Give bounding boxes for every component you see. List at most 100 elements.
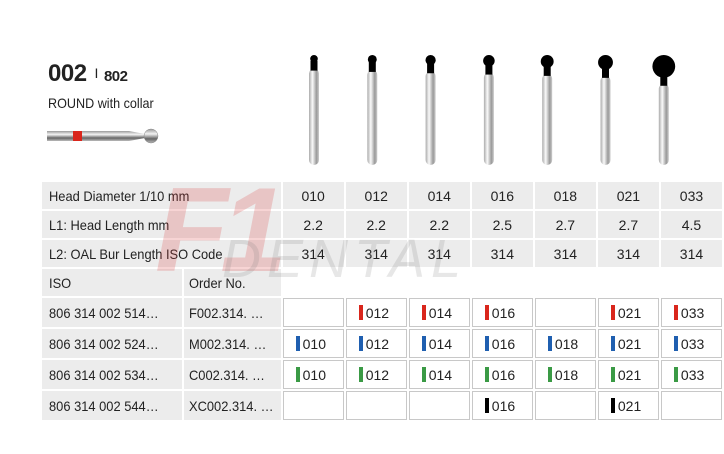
spec-value: 314: [660, 240, 722, 267]
size-code: 010: [302, 366, 326, 383]
spec-value: 2.2: [345, 211, 407, 238]
spec-value: 018: [534, 182, 596, 209]
spec-value: 2.2: [282, 211, 344, 238]
order-number: F002.314. …: [183, 298, 281, 327]
order-size-cell[interactable]: 021: [597, 329, 659, 358]
spec-label: L2: OAL Bur Length ISO Code: [42, 240, 281, 267]
order-size-cell[interactable]: 021: [597, 360, 659, 389]
size-code: 010: [302, 335, 326, 352]
order-row: 806 314 002 514… F002.314. … 012 014 016 021 0…: [42, 298, 722, 327]
spec-value: 314: [345, 240, 407, 267]
order-number: XC002.314. …: [183, 391, 281, 420]
color-code-marker: [547, 366, 552, 382]
color-code-marker: [610, 304, 615, 320]
size-code: 014: [428, 366, 453, 383]
size-code: 033: [680, 366, 705, 383]
spec-value: 314: [471, 240, 533, 267]
spec-row: Head Diameter 1/10 mm 010 012 014 016 018 021 0…: [42, 182, 722, 209]
order-size-cell[interactable]: 016: [471, 391, 533, 420]
iso-number: 806 314 002 524…: [42, 329, 182, 358]
order-size-cell[interactable]: 033: [660, 298, 722, 327]
size-code: 014: [428, 335, 453, 352]
spec-label: Head Diameter 1/10 mm: [42, 182, 281, 209]
order-size-cell[interactable]: 021: [597, 391, 659, 420]
bur-image: [652, 55, 676, 165]
product-shape: ROUND with collar: [48, 95, 154, 111]
order-size-cell[interactable]: 018: [534, 360, 596, 389]
color-code-marker: [295, 366, 300, 382]
color-code-marker: [421, 366, 426, 382]
size-code: 033: [680, 304, 705, 321]
spec-value: 033: [660, 182, 722, 209]
order-size-cell[interactable]: 016: [471, 329, 533, 358]
spec-value: 014: [408, 182, 470, 209]
color-code-marker: [610, 366, 615, 382]
color-code-marker: [484, 304, 489, 320]
color-code-marker: [484, 366, 489, 382]
bur-image: [309, 55, 319, 165]
empty-cell: [282, 391, 344, 420]
spec-value: 314: [282, 240, 344, 267]
size-code: 021: [617, 335, 642, 352]
color-code-marker: [358, 335, 363, 351]
size-code: 016: [491, 304, 516, 321]
color-code-marker: [484, 397, 489, 413]
size-code: 016: [491, 397, 516, 414]
order-size-cell[interactable]: 014: [408, 360, 470, 389]
order-row: 806 314 002 544… XC002.314. … 016 021: [42, 391, 722, 420]
order-row: 806 314 002 534… C002.314. … 010 012 014 016 0…: [42, 360, 722, 389]
bur-image: [367, 55, 378, 165]
bur-images: [309, 55, 676, 165]
bur-image: [540, 55, 554, 165]
bur-image: [425, 55, 436, 165]
empty-cell: [345, 391, 407, 420]
iso-number: 806 314 002 544…: [42, 391, 182, 420]
order-size-cell[interactable]: 016: [471, 360, 533, 389]
empty-cell: [660, 391, 722, 420]
empty-cell: [408, 391, 470, 420]
order-size-cell[interactable]: 033: [660, 360, 722, 389]
size-code: 012: [365, 335, 390, 352]
spec-value: 010: [282, 182, 344, 209]
alt-code: 802: [103, 68, 128, 85]
size-code: 014: [428, 304, 453, 321]
order-size-cell[interactable]: 012: [345, 360, 407, 389]
order-size-cell[interactable]: 010: [282, 329, 344, 358]
empty-cell: [282, 298, 344, 327]
size-code: 016: [491, 335, 516, 352]
spec-value: 016: [471, 182, 533, 209]
size-code: 021: [617, 304, 642, 321]
spec-value: 2.7: [534, 211, 596, 238]
order-size-cell[interactable]: 021: [597, 298, 659, 327]
product-code: 002: [48, 60, 87, 87]
color-code-marker: [673, 366, 678, 382]
order-header-row: ISO Order No.: [42, 269, 722, 296]
size-code: 021: [617, 397, 642, 414]
spec-value: 314: [534, 240, 596, 267]
order-size-cell[interactable]: 012: [345, 329, 407, 358]
order-size-cell[interactable]: 014: [408, 298, 470, 327]
size-code: 012: [365, 304, 390, 321]
order-size-cell[interactable]: 018: [534, 329, 596, 358]
order-size-cell[interactable]: 016: [471, 298, 533, 327]
color-code-marker: [421, 304, 426, 320]
spec-value: 012: [345, 182, 407, 209]
order-size-cell[interactable]: 012: [345, 298, 407, 327]
size-code: 021: [617, 366, 642, 383]
iso-number: 806 314 002 534…: [42, 360, 182, 389]
iso-number: 806 314 002 514…: [42, 298, 182, 327]
color-code-marker: [295, 335, 300, 351]
order-size-cell[interactable]: 014: [408, 329, 470, 358]
order-header: Order No.: [183, 269, 281, 296]
spec-value: 314: [597, 240, 659, 267]
color-code-marker: [358, 366, 363, 382]
color-code-marker: [610, 397, 615, 413]
spec-row: L1: Head Length mm 2.2 2.2 2.2 2.5 2.7 2.7 4.5: [42, 211, 722, 238]
size-code: 016: [491, 366, 516, 383]
bur-side-image: [47, 128, 159, 144]
spec-value: 2.7: [597, 211, 659, 238]
spec-label: L1: Head Length mm: [42, 211, 281, 238]
color-code-marker: [547, 335, 552, 351]
order-size-cell[interactable]: 010: [282, 360, 344, 389]
order-size-cell[interactable]: 033: [660, 329, 722, 358]
